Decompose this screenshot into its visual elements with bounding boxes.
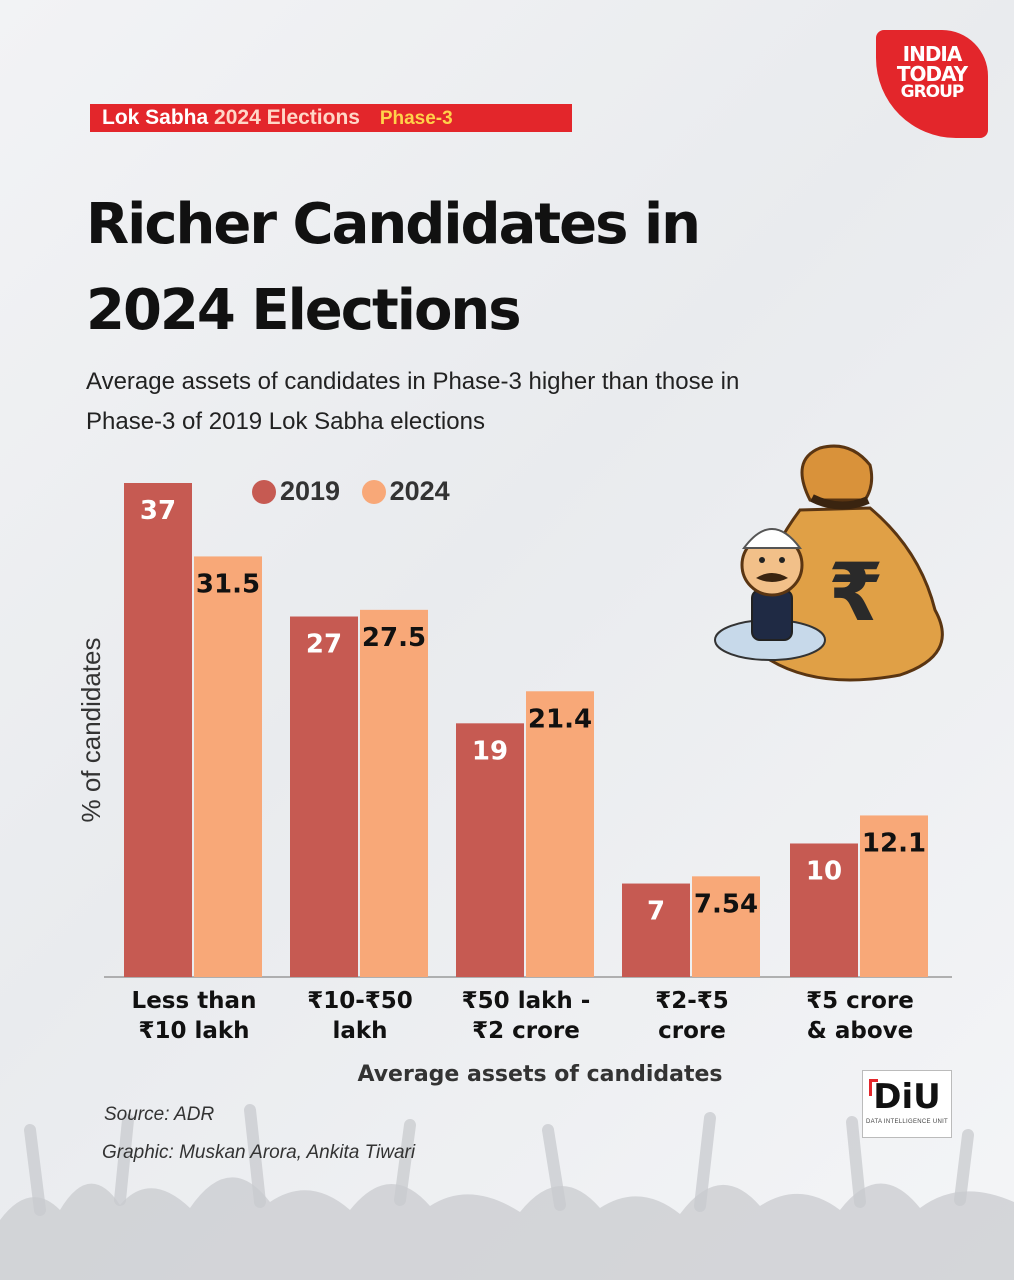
- diu-logo-text: DiU: [873, 1077, 941, 1117]
- bar-2024-4: [860, 815, 928, 977]
- category-label-3-0: ₹2-₹5: [655, 988, 729, 1014]
- category-label-0-1: ₹10 lakh: [138, 1018, 249, 1044]
- banner-part-3: Phase-3: [379, 108, 453, 129]
- data-label-2024-4: 12.1: [862, 828, 926, 858]
- data-label-2024-3: 7.54: [694, 889, 758, 919]
- banner-part-1: Lok Sabha: [102, 106, 209, 129]
- data-label-2024-2: 21.4: [528, 704, 592, 734]
- bar-2024-1: [360, 609, 428, 977]
- page-subtitle: Average assets of candidates in Phase-3 …: [86, 368, 740, 435]
- data-label-2019-2: 19: [472, 736, 508, 766]
- logo-line-3: GROUP: [900, 82, 965, 102]
- y-axis-title: % of candidates: [76, 637, 106, 822]
- election-banner: Lok Sabha 2024 Elections Phase-3: [90, 104, 572, 132]
- category-label-0-0: Less than: [132, 988, 257, 1014]
- category-label-2-0: ₹50 lakh -: [462, 988, 591, 1014]
- page-title: Richer Candidates in 2024 Elections: [86, 192, 701, 343]
- logo-line-2: TODAY: [896, 62, 968, 86]
- banner-part-2: 2024 Elections: [214, 106, 360, 129]
- logo-line-1: INDIA: [902, 42, 963, 66]
- bar-2019-2: [456, 723, 524, 977]
- legend-item-2019: 2019: [252, 476, 340, 507]
- data-label-2019-3: 7: [647, 897, 665, 927]
- diu-logo-mark: [869, 1079, 878, 1096]
- bar-2019-3: [622, 883, 690, 977]
- svg-text:₹: ₹: [828, 546, 884, 639]
- data-label-2024-0: 31.5: [196, 569, 260, 599]
- legend-label-2019: 2019: [280, 476, 341, 506]
- category-label-4-1: & above: [807, 1018, 913, 1044]
- data-label-2019-4: 10: [806, 856, 842, 886]
- category-label-1-1: lakh: [332, 1018, 387, 1044]
- money-bag-candidate-illustration: ₹: [714, 444, 944, 682]
- legend-label-2024: 2024: [389, 476, 450, 506]
- graphic-credit: Graphic: Muskan Arora, Ankita Tiwari: [102, 1142, 416, 1163]
- bar-2024-2: [526, 691, 594, 977]
- category-label-2-1: ₹2 crore: [472, 1018, 580, 1044]
- bar-2024-0: [194, 556, 262, 977]
- legend-swatch-2019: [252, 479, 276, 504]
- data-label-2024-1: 27.5: [362, 623, 426, 653]
- data-label-2019-1: 27: [306, 630, 342, 660]
- data-label-2019-0: 37: [140, 496, 176, 526]
- crowd-silhouette-decoration: [0, 1104, 1014, 1280]
- category-label-1-0: ₹10-₹50: [307, 988, 413, 1014]
- category-label-4-0: ₹5 crore: [806, 988, 914, 1014]
- bar-2019-1: [290, 616, 358, 977]
- source-note: Source: ADR: [104, 1104, 215, 1125]
- category-label-3-1: crore: [658, 1018, 726, 1044]
- diu-logo: DiU DATA INTELLIGENCE UNIT: [862, 1070, 952, 1138]
- diu-logo-subtext: DATA INTELLIGENCE UNIT: [865, 1119, 949, 1125]
- legend-item-2024: 2024: [361, 476, 450, 507]
- legend-swatch-2024: [361, 479, 386, 504]
- bar-2019-0: [124, 483, 192, 977]
- bar-2019-4: [790, 843, 858, 977]
- x-axis-title: Average assets of candidates: [357, 1062, 723, 1087]
- bar-2024-3: [692, 876, 760, 977]
- chart-legend: 2019 2024: [252, 476, 464, 511]
